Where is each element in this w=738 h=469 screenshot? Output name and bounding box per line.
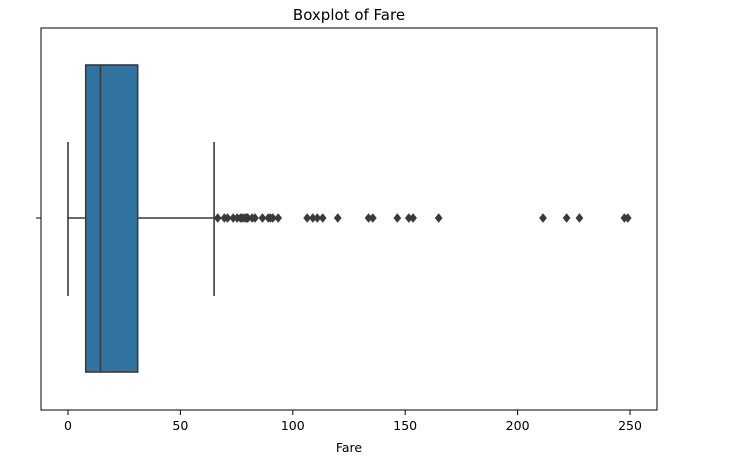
x-tick-label: 50 [172,418,188,433]
outlier-points [213,213,632,223]
outlier-point [368,213,377,223]
outlier-point [539,213,547,223]
outlier-point [623,213,632,223]
outlier-point [268,213,277,223]
x-axis-ticks: 0 50 100 150 200 250 [64,410,642,433]
x-tick-label: 100 [281,418,305,433]
chart-title: Boxplot of Fare [293,6,405,24]
x-tick-label: 0 [64,418,72,433]
outlier-point [575,213,584,223]
outlier-point [318,213,327,223]
x-tick-label: 250 [618,418,642,433]
iqr-box [84,64,139,373]
outlier-point [333,213,342,223]
outlier-point [223,213,232,223]
plot-frame [40,27,658,411]
outlier-point [313,213,322,223]
outlier-point [213,213,222,223]
outlier-point [303,213,312,223]
outlier-point [274,213,283,223]
outlier-point [251,213,259,223]
outlier-point [434,213,443,223]
x-tick-label: 150 [393,418,417,433]
outlier-point [393,213,402,223]
x-axis-label: Fare [336,440,363,455]
box-group [67,64,215,373]
x-tick-label: 200 [506,418,530,433]
outlier-point [258,213,267,223]
outlier-point [562,213,571,223]
outlier-point [409,213,417,223]
